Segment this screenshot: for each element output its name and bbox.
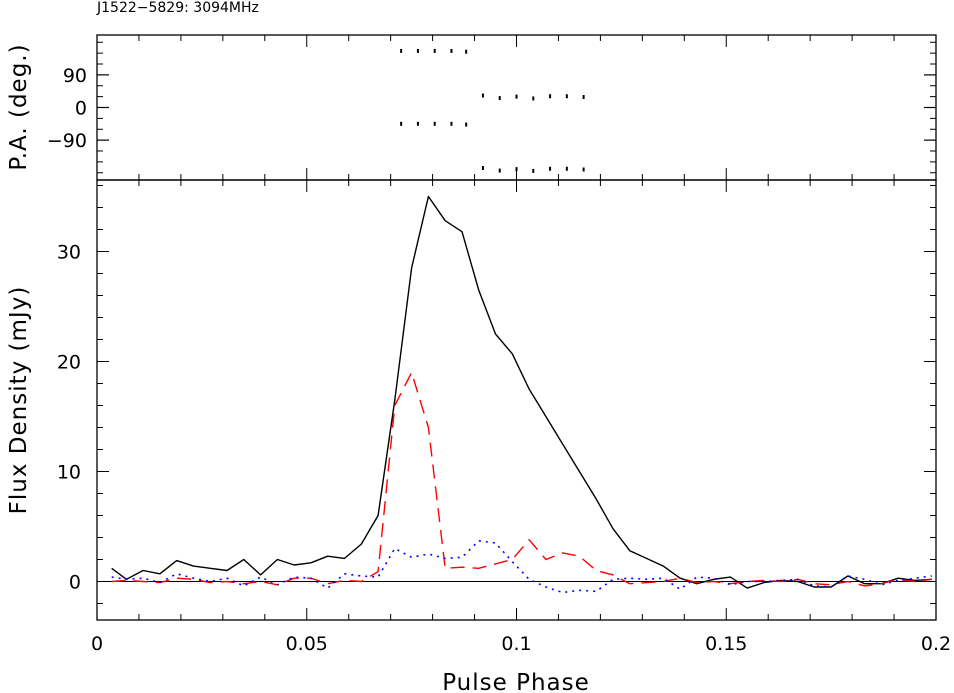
x-tick-label: 0 [91, 633, 103, 655]
pa-y-tick-label: 0 [75, 98, 87, 120]
flux-y-axis-label: Flux Density (mJy) [6, 286, 32, 515]
x-axis: 0 0.05 0.1 0.15 0.2 [91, 180, 951, 655]
flux-y-tick-label: 0 [69, 572, 81, 594]
flux-series [111, 195, 932, 594]
flux-y-tick-label: 10 [57, 462, 81, 484]
x-axis-label: Pulse Phase [442, 670, 590, 693]
circular-polarization-line [111, 539, 932, 594]
pa-points [400, 48, 585, 173]
linear-polarization-line [111, 371, 932, 587]
pa-y-axis: −90 0 90 [47, 35, 937, 180]
x-tick-label: 0.15 [705, 633, 747, 655]
pa-y-tick-label: −90 [47, 130, 87, 152]
pa-panel-frame [96, 34, 937, 181]
flux-panel: 0 0.05 0.1 0.15 0.2 0 10 20 30 Flux Density (mJ… [6, 179, 951, 693]
x-tick-label: 0.2 [921, 633, 951, 655]
pa-y-tick-label: 90 [63, 65, 87, 87]
pa-panel: −90 0 90 P.A. (deg.) [6, 34, 937, 181]
flux-y-tick-label: 20 [57, 352, 81, 374]
flux-y-tick-label: 30 [57, 242, 81, 264]
total-intensity-line [111, 195, 932, 589]
x-tick-label: 0.1 [501, 633, 531, 655]
flux-y-axis: 0 10 20 30 [57, 185, 936, 604]
x-tick-label: 0.05 [286, 633, 328, 655]
pa-y-axis-label: P.A. (deg.) [6, 43, 32, 170]
chart-title: J1522−5829: 3094MHz [96, 0, 259, 16]
